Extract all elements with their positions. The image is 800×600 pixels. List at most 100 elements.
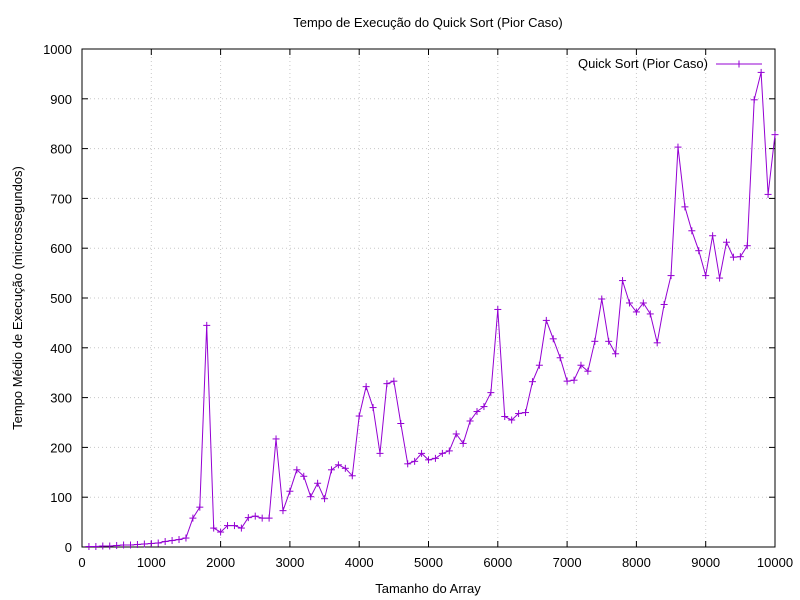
- data-point: [397, 419, 405, 427]
- data-point: [106, 542, 114, 550]
- data-point: [140, 540, 148, 548]
- data-point: [528, 378, 536, 386]
- data-point: [133, 541, 141, 549]
- chart-title: Tempo de Execução do Quick Sort (Pior Ca…: [293, 15, 563, 30]
- data-point: [632, 308, 640, 316]
- data-point: [625, 299, 633, 307]
- data-point: [729, 253, 737, 261]
- data-point: [258, 514, 266, 522]
- data-point: [570, 376, 578, 384]
- data-point: [494, 305, 502, 313]
- x-tick-label: 1000: [137, 555, 166, 570]
- legend: Quick Sort (Pior Caso): [578, 56, 762, 71]
- x-tick-label: 10000: [757, 555, 793, 570]
- data-point: [480, 403, 488, 411]
- data-point: [619, 277, 627, 285]
- data-point: [487, 389, 495, 397]
- data-point: [348, 472, 356, 480]
- data-point: [265, 514, 273, 522]
- data-point: [237, 524, 245, 532]
- data-point: [418, 449, 426, 457]
- data-point: [452, 430, 460, 438]
- data-point: [411, 457, 419, 465]
- data-point: [404, 460, 412, 468]
- x-tick-label: 7000: [553, 555, 582, 570]
- data-point: [508, 416, 516, 424]
- data-point: [390, 377, 398, 385]
- data-point: [92, 543, 100, 551]
- series-line-quick-sort: [88, 72, 776, 547]
- data-point: [612, 350, 620, 358]
- data-point: [376, 449, 384, 457]
- data-point: [362, 383, 370, 391]
- data-point: [175, 536, 183, 544]
- x-tick-label: 2000: [206, 555, 235, 570]
- data-point: [286, 487, 294, 495]
- data-point: [168, 537, 176, 545]
- data-point: [646, 310, 654, 318]
- data-point: [639, 299, 647, 307]
- data-point: [549, 335, 557, 343]
- data-point: [722, 238, 730, 246]
- data-point: [473, 408, 481, 416]
- data-point: [771, 131, 779, 139]
- data-point: [383, 380, 391, 388]
- data-point: [445, 447, 453, 455]
- y-tick-label: 400: [50, 341, 72, 356]
- y-tick-label: 300: [50, 391, 72, 406]
- x-tick-label: 5000: [414, 555, 443, 570]
- data-point: [203, 321, 211, 329]
- y-tick-label: 100: [50, 490, 72, 505]
- data-point: [605, 337, 613, 345]
- data-point: [196, 503, 204, 511]
- data-point: [224, 522, 232, 530]
- data-point: [695, 247, 703, 255]
- axis-ticks: 0 1000 2000 3000 4000 5000 6000 7000 8000 9000 100…: [43, 42, 793, 570]
- data-point: [750, 96, 758, 104]
- data-point: [598, 295, 606, 303]
- data-point: [438, 449, 446, 457]
- data-point: [189, 514, 197, 522]
- legend-marker-quick-sort: [735, 60, 743, 68]
- data-point: [591, 337, 599, 345]
- data-point: [757, 68, 765, 76]
- y-tick-label: 600: [50, 241, 72, 256]
- data-point: [161, 538, 169, 546]
- x-axis-title: Tamanho do Array: [375, 581, 481, 596]
- y-tick-label: 900: [50, 92, 72, 107]
- data-point: [577, 361, 585, 369]
- data-point: [674, 143, 682, 151]
- data-point: [230, 522, 238, 530]
- data-point: [431, 454, 439, 462]
- data-point: [556, 354, 564, 362]
- data-point: [113, 542, 121, 550]
- data-point: [217, 528, 225, 536]
- data-point: [327, 466, 335, 474]
- data-point: [85, 543, 93, 551]
- x-tick-label: 6000: [483, 555, 512, 570]
- x-tick-label: 0: [78, 555, 85, 570]
- data-point: [522, 409, 530, 417]
- data-point: [425, 456, 432, 464]
- data-point: [272, 435, 280, 443]
- data-point: [542, 316, 550, 324]
- data-point: [251, 512, 259, 520]
- y-tick-label: 200: [50, 440, 72, 455]
- data-point: [688, 227, 696, 235]
- data-point: [334, 461, 342, 469]
- data-point: [563, 377, 571, 385]
- data-point: [293, 466, 301, 474]
- data-point: [182, 534, 190, 542]
- data-point: [702, 272, 710, 280]
- y-tick-label: 700: [50, 191, 72, 206]
- data-point: [355, 412, 363, 420]
- data-point: [314, 479, 322, 487]
- x-tick-label: 9000: [691, 555, 720, 570]
- data-point: [667, 272, 675, 280]
- data-point: [244, 514, 252, 522]
- data-point: [764, 190, 772, 198]
- y-axis-title: Tempo Médio de Execução (microssegundos): [10, 166, 25, 430]
- data-point: [466, 417, 474, 425]
